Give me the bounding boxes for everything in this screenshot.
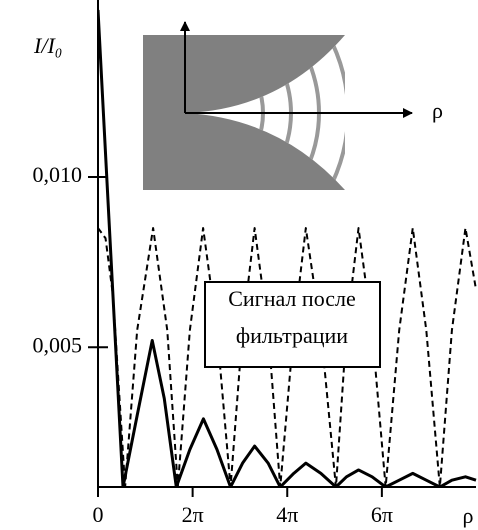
x-tick-label: 4π — [276, 502, 298, 527]
x-tick-label: 0 — [93, 502, 104, 527]
plot-area — [98, 9, 477, 487]
inset-diagram: ρ — [143, 21, 443, 190]
inset-label: ρ — [432, 98, 443, 123]
x-tick-label: 6π — [371, 502, 393, 527]
y-axis-label: I/I₀ — [33, 33, 62, 58]
annotation-text: Сигнал после — [228, 286, 356, 311]
x-tick-label: 2π — [182, 502, 204, 527]
y-tick-label: 0,005 — [33, 332, 83, 357]
data-line — [98, 9, 477, 487]
data-line — [98, 227, 477, 487]
annotation-text: фильтрации — [236, 323, 348, 348]
x-axis-label: ρ — [463, 503, 474, 528]
annotation-frame — [204, 281, 381, 368]
y-tick-label: 0,010 — [33, 162, 83, 187]
annotation-box: Сигнал после фильтрации — [204, 281, 381, 368]
